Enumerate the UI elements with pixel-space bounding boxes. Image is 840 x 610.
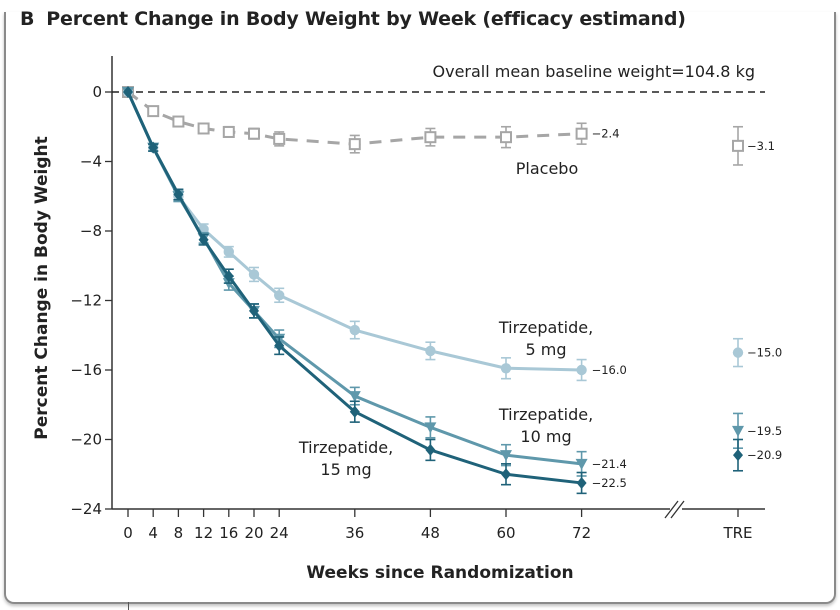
x-tick-label: 16	[219, 524, 238, 542]
triangle-marker	[500, 450, 512, 462]
x-tick-label: 60	[496, 524, 515, 542]
square-marker	[248, 127, 260, 140]
series-label: 10 mg	[520, 427, 571, 446]
circle-marker	[576, 364, 587, 376]
axis-break-mark	[670, 500, 685, 519]
x-tick-label: TRE	[722, 524, 752, 542]
y-tick-label: −20	[70, 431, 102, 449]
y-tick-label: −8	[80, 222, 102, 240]
series-label: 5 mg	[525, 340, 566, 359]
series-group	[122, 86, 744, 495]
series-tirzepatide-15-mg	[123, 86, 743, 495]
x-tick-label: 24	[270, 524, 289, 542]
axes: 0−4−8−12−16−20−240 4 8 12 16 20 24 36 48 60 72 TREW…	[32, 56, 765, 583]
diamond-marker	[249, 304, 259, 317]
diamond-marker	[501, 468, 511, 481]
triangle-marker	[575, 458, 588, 470]
baseline-weight-annotation: Overall mean baseline weight=104.8 kg	[433, 62, 756, 81]
square-marker	[222, 125, 235, 138]
x-tick-label: 8	[174, 524, 184, 542]
circle-marker	[223, 246, 234, 258]
y-tick-label: −24	[70, 500, 102, 518]
diamond-marker	[223, 270, 234, 283]
y-axis-title: Percent Change in Body Weight	[32, 136, 52, 439]
y-tick-label: −4	[80, 153, 102, 171]
square-marker	[732, 139, 744, 152]
y-tick-label: 0	[92, 83, 102, 101]
tre-value-label: −3.1	[747, 139, 775, 153]
x-axis-title: Weeks since Randomization	[306, 563, 573, 583]
series-label: 15 mg	[320, 460, 371, 479]
square-marker	[147, 105, 160, 118]
diamond-marker	[733, 449, 743, 462]
circle-marker	[732, 347, 744, 358]
square-marker	[348, 138, 361, 151]
diamond-marker	[123, 86, 133, 98]
circle-marker	[425, 345, 436, 357]
circle-marker	[349, 324, 360, 336]
tre-value-label: −20.9	[747, 448, 782, 462]
series-label: Placebo	[516, 159, 578, 178]
reference-line: Overall mean baseline weight=104.8 kg	[112, 62, 765, 93]
x-tick-label: 4	[148, 524, 158, 542]
diamond-marker	[274, 339, 285, 352]
figure-frame	[4, 12, 836, 604]
end-value-label: −16.0	[592, 363, 627, 377]
x-tick-label: 0	[123, 524, 133, 542]
figure-title: B Percent Change in Body Weight by Week (…	[20, 8, 686, 30]
square-marker	[273, 132, 286, 145]
diamond-marker	[349, 405, 360, 418]
series-tirzepatide-5-mg	[122, 86, 744, 382]
square-marker	[575, 127, 588, 140]
diamond-marker	[576, 476, 587, 489]
x-tick-label: 12	[194, 524, 213, 542]
triangle-marker	[732, 425, 744, 437]
series-label: Tirzepatide,	[498, 405, 593, 424]
labels-group: −2.4 −3.1 Placebo −16.0 −15.0 Tirzepatide, 5 m…	[298, 127, 782, 490]
axis-break-mark	[664, 500, 679, 519]
tre-value-label: −19.5	[747, 424, 782, 438]
x-tick-label: 20	[244, 524, 263, 542]
diamond-marker	[425, 443, 436, 456]
panel-label: B	[20, 8, 35, 30]
y-tick-label: −16	[70, 361, 102, 379]
y-tick-label: −12	[70, 292, 102, 310]
chart-title: Percent Change in Body Weight by Week (e…	[46, 8, 686, 30]
series-label: Tirzepatide,	[498, 318, 593, 337]
x-tick-label: 48	[421, 524, 440, 542]
x-tick-label: 36	[345, 524, 364, 542]
circle-marker	[274, 290, 285, 301]
triangle-marker	[424, 422, 437, 434]
x-tick-label: 72	[572, 524, 591, 542]
tre-value-label: −15.0	[747, 346, 782, 360]
end-value-label: −22.5	[592, 476, 627, 490]
diamond-marker	[198, 233, 209, 246]
frame-tick	[128, 602, 129, 610]
square-marker	[500, 131, 512, 144]
square-marker	[172, 115, 185, 128]
end-value-label: −21.4	[592, 457, 627, 471]
square-marker	[424, 131, 437, 144]
diamond-marker	[148, 141, 159, 154]
series-placebo	[122, 86, 744, 166]
circle-marker	[248, 269, 260, 280]
series-label: Tirzepatide,	[298, 438, 393, 457]
circle-marker	[500, 363, 512, 374]
diamond-marker	[173, 188, 184, 201]
square-marker	[197, 122, 210, 135]
end-value-label: −2.4	[592, 127, 620, 141]
triangle-marker	[348, 391, 361, 403]
